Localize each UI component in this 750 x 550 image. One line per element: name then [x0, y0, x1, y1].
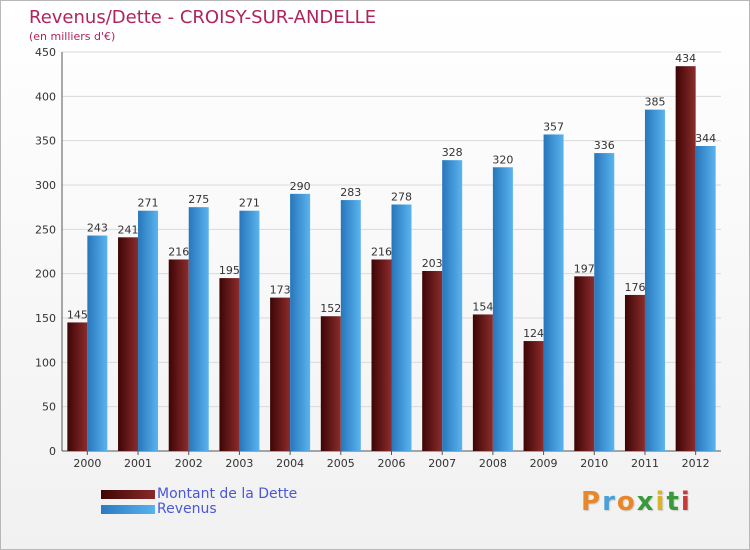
bar-dette	[675, 66, 696, 451]
bar-revenus	[188, 207, 209, 451]
data-label-revenus: 344	[695, 132, 716, 145]
bar-dette	[472, 314, 493, 451]
x-tick-label: 2001	[124, 457, 152, 470]
data-label-dette: 241	[118, 223, 139, 236]
data-label-revenus: 320	[492, 153, 513, 166]
data-label-dette: 176	[624, 281, 645, 294]
proxiti-logo: Proxiti	[581, 487, 692, 517]
x-tick-label: 2005	[327, 457, 355, 470]
bar-dette	[624, 294, 645, 451]
y-tick-label: 50	[42, 401, 56, 414]
y-tick-label: 450	[35, 46, 56, 59]
data-label-dette: 203	[422, 257, 443, 270]
data-label-dette: 124	[523, 327, 544, 340]
bar-revenus	[340, 200, 361, 451]
data-label-dette: 152	[320, 302, 341, 315]
bar-dette	[422, 271, 443, 451]
bar-revenus	[644, 109, 665, 451]
x-tick-label: 2000	[73, 457, 101, 470]
x-tick-label: 2007	[428, 457, 456, 470]
bar-dette	[219, 278, 240, 451]
data-label-dette: 195	[219, 264, 240, 277]
bar-revenus	[138, 210, 159, 451]
data-label-revenus: 283	[340, 186, 361, 199]
data-label-revenus: 336	[594, 139, 615, 152]
x-tick-label: 2010	[580, 457, 608, 470]
data-label-dette: 197	[574, 262, 595, 275]
bar-dette	[574, 276, 595, 451]
bar-revenus	[87, 235, 108, 451]
legend-swatch-revenus	[101, 505, 155, 514]
x-tick-label: 2006	[378, 457, 406, 470]
x-tick-label: 2012	[682, 457, 710, 470]
bar-revenus	[543, 134, 564, 451]
data-label-revenus: 385	[644, 96, 665, 109]
data-label-revenus: 271	[138, 197, 159, 210]
data-label-revenus: 278	[391, 191, 412, 204]
bar-dette	[320, 316, 341, 451]
x-tick-label: 2002	[175, 457, 203, 470]
y-tick-label: 250	[35, 223, 56, 236]
data-label-dette: 145	[67, 308, 88, 321]
bar-dette	[118, 237, 139, 451]
bar-revenus	[290, 193, 311, 451]
y-tick-label: 350	[35, 135, 56, 148]
legend-label-revenus: Revenus	[157, 501, 217, 517]
y-tick-label: 0	[49, 445, 56, 458]
x-tick-label: 2004	[276, 457, 304, 470]
x-tick-label: 2009	[530, 457, 558, 470]
bar-revenus	[442, 160, 463, 451]
legend-label-dette: Montant de la Dette	[157, 486, 298, 502]
y-tick-label: 300	[35, 179, 56, 192]
x-tick-label: 2003	[225, 457, 253, 470]
y-tick-label: 100	[35, 356, 56, 369]
data-label-dette: 434	[675, 52, 696, 65]
y-tick-label: 200	[35, 268, 56, 281]
data-label-revenus: 243	[87, 222, 108, 235]
x-tick-label: 2008	[479, 457, 507, 470]
data-label-revenus: 271	[239, 197, 260, 210]
data-label-dette: 216	[168, 245, 189, 258]
bar-dette	[270, 297, 291, 451]
y-tick-label: 150	[35, 312, 56, 325]
data-label-dette: 173	[270, 284, 291, 297]
data-label-revenus: 328	[442, 146, 463, 159]
data-label-dette: 154	[472, 300, 493, 313]
bar-revenus	[594, 153, 615, 451]
legend-swatch-dette	[101, 490, 155, 499]
bar-dette	[371, 259, 392, 451]
data-label-revenus: 290	[290, 180, 311, 193]
x-tick-label: 2011	[631, 457, 659, 470]
bar-revenus	[695, 145, 716, 451]
bar-revenus	[492, 167, 513, 451]
chart-subtitle: (en milliers d'€)	[29, 30, 116, 43]
bar-dette	[168, 259, 189, 451]
bar-revenus	[391, 204, 412, 451]
bar-dette	[67, 322, 88, 451]
chart-title: Revenus/Dette - CROISY-SUR-ANDELLE	[29, 7, 377, 28]
bar-revenus	[239, 210, 260, 451]
data-label-dette: 216	[371, 245, 392, 258]
data-label-revenus: 275	[188, 193, 209, 206]
y-tick-label: 400	[35, 90, 56, 103]
data-label-revenus: 357	[543, 120, 564, 133]
bar-dette	[523, 341, 544, 451]
